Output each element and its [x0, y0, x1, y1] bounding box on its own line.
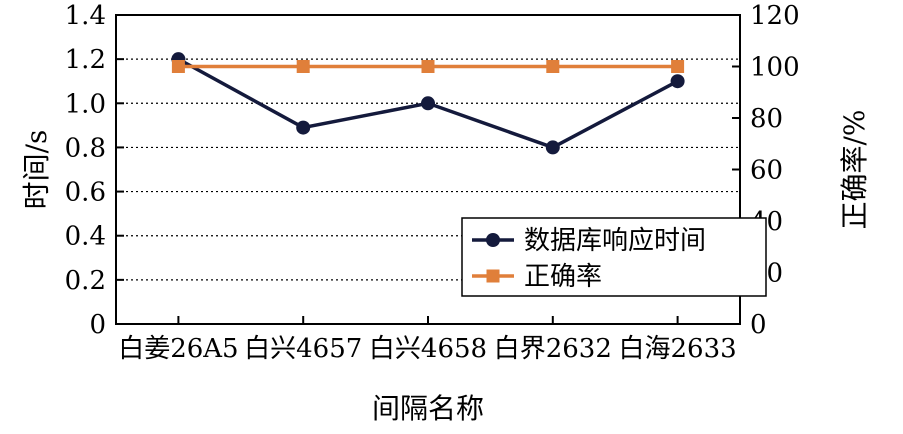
legend-marker: [486, 233, 500, 247]
data-point: [670, 74, 685, 89]
legend-box: [461, 217, 767, 297]
y-axis-right-label: 正确率/%: [838, 109, 871, 229]
data-point: [296, 60, 310, 73]
x-axis-label: 间隔名称: [372, 392, 484, 425]
x-tick-label: 白海2633: [619, 334, 737, 364]
legend-label: 数据库响应时间: [524, 226, 706, 256]
x-tick-label: 白姜26A5: [118, 334, 238, 364]
legend-label: 正确率: [524, 262, 602, 292]
y-right-tick-label: 80: [750, 104, 783, 134]
y-left-tick-label: 0: [89, 310, 106, 340]
data-point: [421, 96, 435, 111]
y-right-tick-label: 0: [750, 310, 767, 340]
y-axis-left-label: 时间/s: [20, 130, 53, 210]
data-point: [671, 60, 685, 73]
y-left-tick-label: 1.2: [65, 45, 106, 75]
data-point: [545, 140, 560, 155]
y-left-tick-label: 0.2: [65, 266, 106, 296]
y-right-tick-label: 100: [750, 53, 800, 83]
data-point: [421, 60, 435, 73]
x-tick-label: 白兴4658: [369, 334, 487, 364]
x-tick-label: 白界2632: [494, 334, 612, 364]
y-left-tick-label: 1.4: [65, 1, 106, 31]
y-right-tick-label: 120: [750, 1, 800, 31]
y-left-tick-label: 1.0: [65, 89, 106, 119]
y-right-tick-label: 60: [750, 156, 783, 186]
data-point: [171, 60, 185, 73]
y-left-tick-label: 0.6: [65, 178, 106, 208]
legend-marker: [486, 269, 500, 283]
x-tick-label: 白兴4657: [244, 334, 362, 364]
y-left-tick-label: 0.4: [65, 222, 106, 252]
data-point: [296, 120, 311, 135]
y-left-tick-label: 0.8: [65, 133, 106, 163]
data-point: [546, 60, 560, 73]
series-layer: [171, 52, 685, 155]
